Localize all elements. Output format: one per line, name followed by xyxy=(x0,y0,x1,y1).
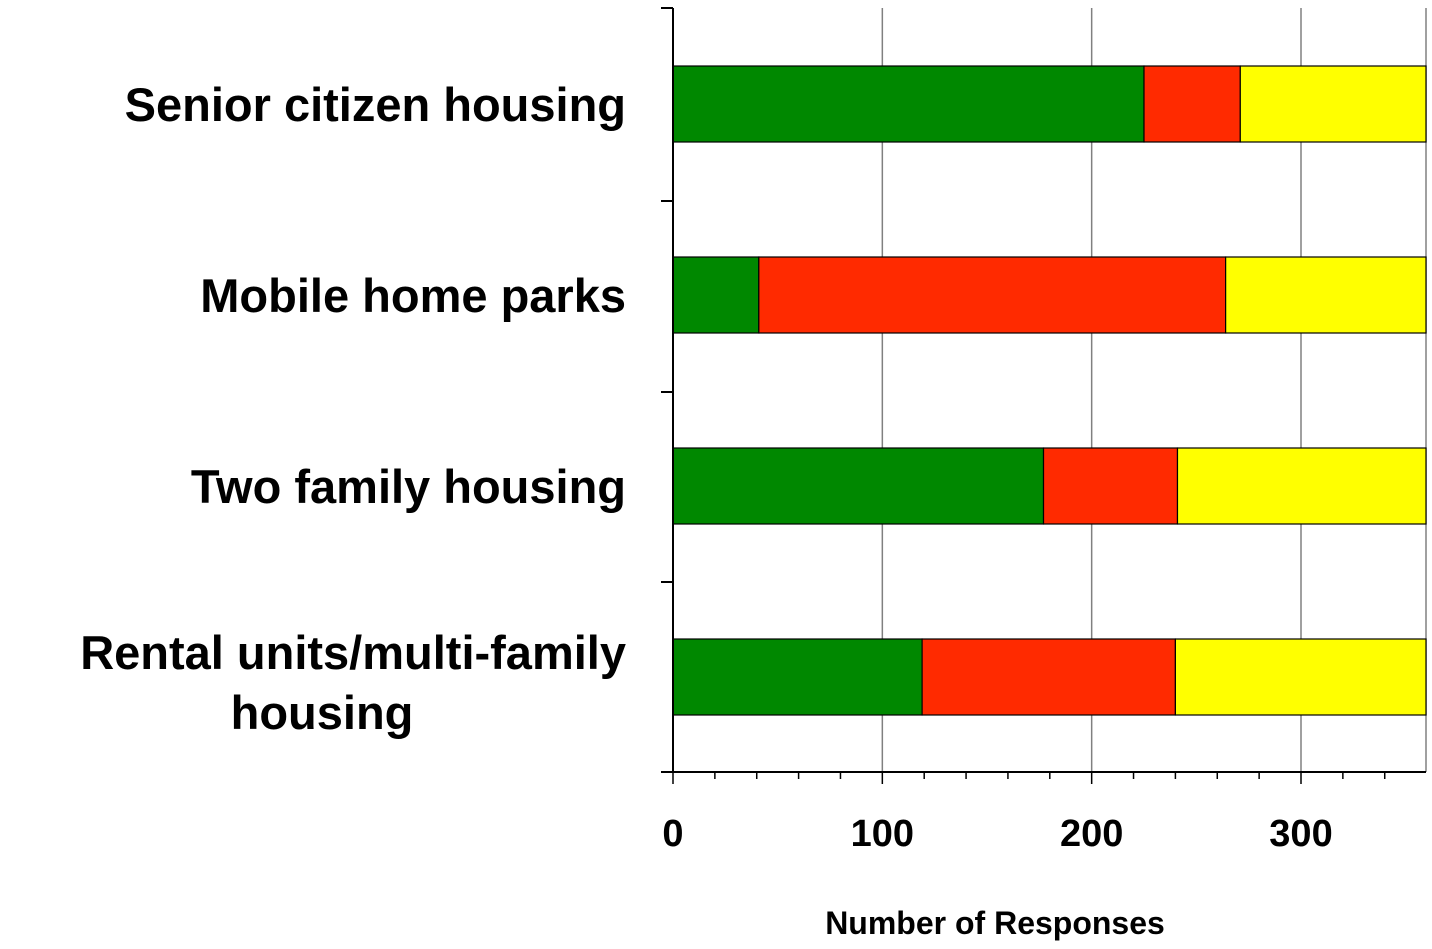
category-label-4-line-1: Rental units/multi-family xyxy=(80,626,626,679)
category-label-4-line-2: housing xyxy=(231,686,414,739)
bar-segment-1-3 xyxy=(1239,65,1427,143)
bar-segment-1-2 xyxy=(1143,65,1241,143)
x-tick-label-100: 100 xyxy=(851,813,914,855)
bar-segment-2-3 xyxy=(1225,256,1427,334)
x-tick-label-200: 200 xyxy=(1060,813,1123,855)
x-tick-label-0: 0 xyxy=(662,813,683,855)
bar-segment-2-2 xyxy=(758,256,1227,334)
bar-segment-2-1 xyxy=(672,256,760,334)
bar-segment-4-1 xyxy=(672,638,923,716)
bar-segment-3-3 xyxy=(1176,447,1427,525)
bar-segment-3-2 xyxy=(1042,447,1179,525)
axes xyxy=(661,7,1426,784)
x-axis-title: Number of Responses xyxy=(825,905,1165,941)
labels: 0 100 200 300 Senior citizen housing Mobile h… xyxy=(80,78,1332,855)
bars xyxy=(672,65,1427,716)
bar-segment-4-2 xyxy=(921,638,1177,716)
category-label-2: Mobile home parks xyxy=(200,269,626,322)
bar-segment-4-3 xyxy=(1174,638,1427,716)
bar-segment-3-1 xyxy=(672,447,1045,525)
category-label-1: Senior citizen housing xyxy=(125,78,626,131)
bar-segment-1-1 xyxy=(672,65,1145,143)
x-tick-label-300: 300 xyxy=(1269,813,1332,855)
category-label-3: Two family housing xyxy=(191,460,626,513)
